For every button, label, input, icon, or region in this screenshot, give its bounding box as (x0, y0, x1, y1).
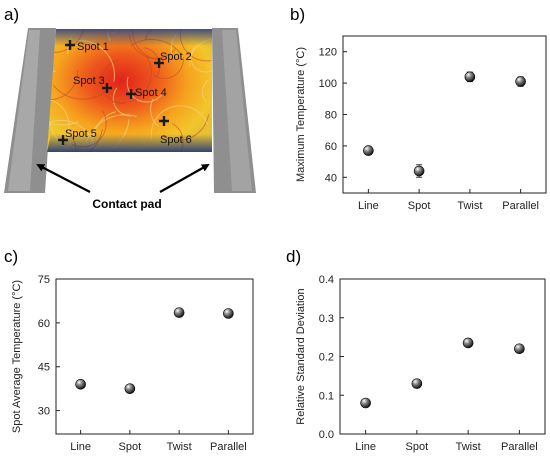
data-points (360, 337, 525, 409)
nanowire (112, 55, 153, 104)
sheet-top-edge (53, 29, 212, 46)
y-tick-label: 120 (319, 47, 337, 59)
nanowire (47, 69, 79, 101)
x-tick-label: Parallel (502, 200, 539, 212)
data-points (75, 307, 234, 394)
y-tick-label: 0.4 (319, 274, 334, 286)
right-arrow (159, 164, 210, 193)
data-point (223, 308, 234, 319)
data-point (464, 71, 476, 83)
x-tick-label: Spot (406, 441, 429, 453)
y-tick-label: 0.0 (319, 429, 334, 441)
x-tick-label: Twist (456, 441, 481, 453)
spot-label: Spot 3 (73, 75, 105, 87)
y-tick-label: 40 (325, 172, 337, 184)
spot-label: Spot 1 (77, 41, 109, 53)
panel-c: c) Spot Average Temperature (°C) 30 45 60 7… (4, 247, 254, 453)
y-tick-label: 0.3 (319, 313, 334, 325)
x-tick-label: Line (70, 441, 91, 453)
x-tick-label: Twist (167, 441, 192, 453)
y-axis-label: Relative Standard Deviation (295, 288, 307, 424)
nanowire (126, 76, 163, 103)
nanowire (67, 29, 109, 55)
axis-ticks: 30 45 60 75 Line Spot Twist Parallel (38, 274, 247, 453)
nanowire (47, 71, 79, 126)
data-point (173, 307, 185, 318)
contact-pad-caption: Contact pad (92, 197, 161, 211)
y-tick-label: 100 (319, 78, 337, 90)
data-point (124, 383, 136, 394)
y-axis-label: Spot Average Temperature (°C) (11, 280, 23, 433)
sheet-bottom-edge (47, 134, 212, 152)
nanowire (112, 87, 132, 117)
panel-b: b) Maximum Temperature (°C) 40 60 80 100 120… (290, 5, 547, 212)
x-tick-label: Parallel (501, 441, 538, 453)
y-axis-label: Maximum Temperature (°C) (295, 47, 307, 182)
nanowire (109, 6, 125, 29)
nanowire (47, 97, 70, 136)
left-contact-pad-highlight (8, 30, 40, 191)
data-point (75, 378, 86, 390)
x-tick-label: Line (358, 200, 379, 212)
data-point (411, 378, 423, 389)
spot-marker-5: Spot 5 (58, 128, 97, 145)
x-tick-label: Spot (119, 441, 142, 453)
y-tick-label: 30 (38, 406, 50, 418)
data-point (515, 76, 526, 87)
spot-label: Spot 2 (160, 51, 192, 63)
nanowire (83, 114, 137, 152)
panel-a-label: a) (4, 5, 19, 24)
nanowire (153, 57, 184, 79)
right-contact-pad-highlight (222, 30, 252, 191)
panel-d-label: d) (286, 247, 301, 266)
x-tick-label: Line (355, 441, 376, 453)
left-arrow (36, 164, 91, 193)
panel-b-label: b) (290, 5, 305, 24)
spot-marker-3: Spot 3 (73, 75, 112, 93)
nanowire (150, 105, 208, 140)
spot-marker-4: Spot 4 (126, 87, 167, 99)
plot-frame (339, 278, 546, 435)
spot-marker-1: Spot 1 (65, 40, 109, 53)
plot-frame (342, 35, 547, 194)
axis-ticks: 40 60 80 100 120 Line Spot Twist Parallel (319, 47, 539, 212)
x-tick-label: Spot (408, 200, 431, 212)
x-tick-label: Parallel (210, 441, 247, 453)
y-tick-label: 60 (325, 141, 337, 153)
y-tick-label: 0.1 (319, 390, 334, 402)
nanowire (190, 46, 212, 73)
data-point (413, 165, 425, 177)
nanowire (150, 98, 160, 127)
spot-label: Spot 5 (65, 128, 97, 140)
spot-marker-6: Spot 6 (159, 116, 192, 146)
y-tick-label: 45 (38, 362, 50, 374)
spot-marker-2: Spot 2 (154, 51, 192, 68)
spot-label: Spot 4 (135, 87, 167, 99)
data-point (462, 337, 474, 349)
y-tick-label: 75 (38, 274, 50, 286)
data-points (363, 71, 526, 178)
nanowire (80, 29, 166, 30)
data-point (363, 145, 374, 156)
x-tick-label: Twist (457, 200, 482, 212)
y-tick-label: 0.2 (319, 352, 334, 364)
nanowire (53, 85, 108, 100)
axis-ticks: 0.0 0.1 0.2 0.3 0.4 Line Spot Twist Parallel (319, 274, 538, 453)
panel-a: a) Spot 1 Spot 2 Spot 3 Spot 4 S (4, 5, 256, 211)
plot-frame (55, 278, 254, 435)
nanowire (202, 79, 210, 103)
heatmap-sheet (47, 29, 212, 152)
panel-c-label: c) (4, 247, 18, 266)
spot-label: Spot 6 (160, 134, 192, 146)
panel-d: d) Relative Standard Deviation 0.0 0.1 0.2… (286, 247, 546, 453)
data-point (360, 397, 371, 409)
y-tick-label: 60 (38, 318, 50, 330)
data-point (514, 343, 525, 355)
y-tick-label: 80 (325, 110, 337, 122)
